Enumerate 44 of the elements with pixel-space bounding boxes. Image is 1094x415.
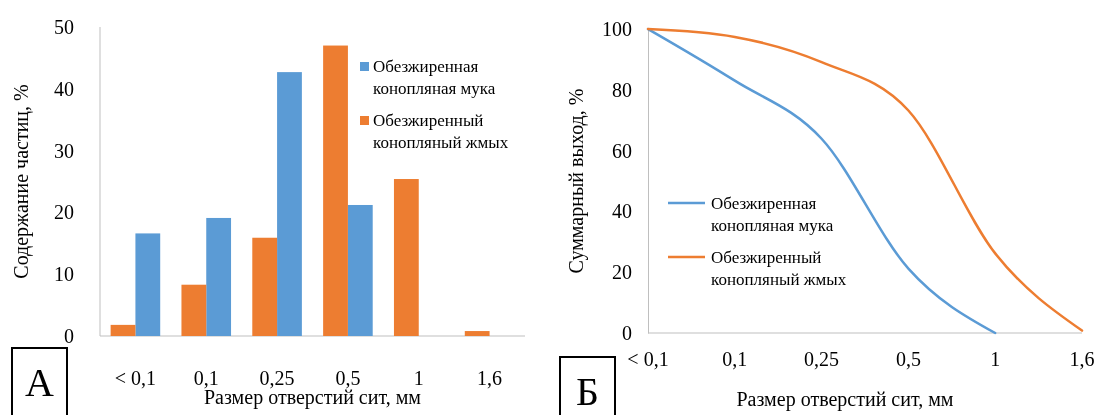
x-tick-label: 1 (413, 367, 424, 389)
x-tick-label: 0,25 (259, 367, 295, 389)
y-tick-label: 100 (602, 17, 632, 40)
bar (181, 284, 207, 336)
y-tick-label: 80 (612, 78, 632, 101)
x-tick-label: 1 (990, 348, 1001, 370)
x-axis-title: Размер отверстий сит, мм (736, 388, 954, 411)
bar (277, 72, 302, 336)
bar (110, 324, 136, 336)
line-series (646, 27, 1084, 332)
y-tick-label: 40 (612, 200, 632, 223)
x-tick-label: 0,1 (722, 348, 748, 370)
legend-label: Обезжиренная конопляная мука (711, 194, 834, 235)
x-tick-label: < 0,1 (627, 348, 669, 370)
x-tick-label: 0,1 (193, 367, 219, 389)
y-tick-label: 10 (54, 263, 74, 286)
bar (347, 204, 373, 336)
legend-label: Обезжиренная конопляная мука (373, 57, 496, 98)
y-tick-label: 0 (622, 321, 632, 344)
y-tick-label: 20 (612, 261, 632, 284)
bar (393, 179, 419, 336)
legend-label: Обезжиренный конопляный жмых (373, 111, 509, 152)
x-tick-label: 1,6 (1069, 348, 1094, 370)
bar (252, 237, 278, 336)
x-tick-label: 0,5 (335, 367, 361, 389)
x-tick-label: 1,6 (477, 367, 503, 389)
y-tick-label: 30 (54, 139, 74, 162)
text: Б (576, 369, 599, 414)
x-tick-label: 0,25 (804, 348, 840, 370)
bar (206, 217, 232, 336)
bar (464, 331, 490, 336)
y-tick-label: 0 (64, 324, 74, 347)
x-tick-label: < 0,1 (114, 367, 157, 389)
y-axis-title: Содержание частиц, % (10, 84, 33, 279)
y-tick-label: 50 (54, 15, 74, 38)
y-tick-label: 40 (54, 77, 74, 100)
y-tick-label: 20 (54, 201, 74, 224)
bar (135, 233, 161, 336)
y-tick-label: 60 (612, 139, 632, 162)
y-axis-title: Суммарный выход, % (565, 88, 588, 274)
legend-label: Обезжиренный конопляный жмых (711, 248, 847, 289)
text: А (25, 360, 55, 405)
bar (323, 45, 348, 336)
x-tick-label: 0,5 (895, 348, 921, 370)
